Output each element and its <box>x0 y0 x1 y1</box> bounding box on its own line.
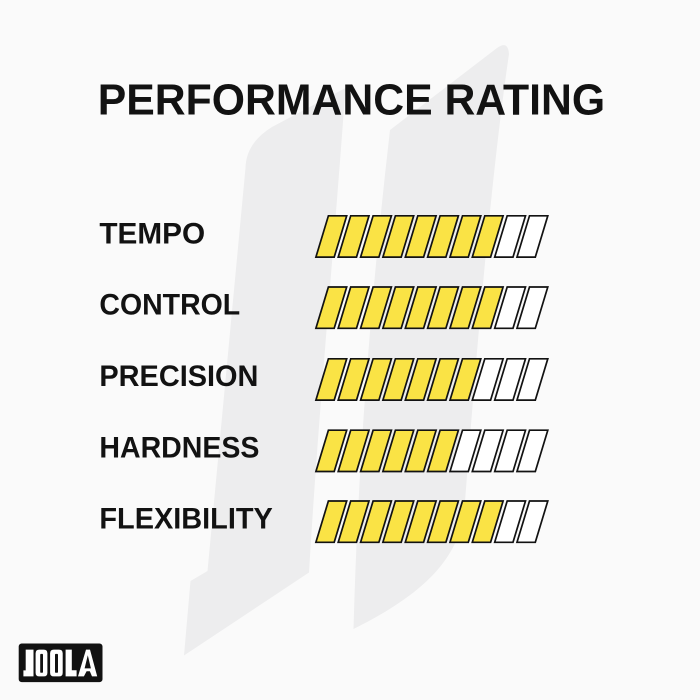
svg-text:FLEXIBILITY: FLEXIBILITY <box>99 503 272 535</box>
svg-text:HARDNESS: HARDNESS <box>99 433 259 465</box>
svg-text:TEMPO: TEMPO <box>99 218 205 250</box>
svg-text:CONTROL: CONTROL <box>99 289 240 321</box>
svg-text:PERFORMANCE RATING: PERFORMANCE RATING <box>98 75 605 124</box>
svg-text:PRECISION: PRECISION <box>99 361 258 393</box>
